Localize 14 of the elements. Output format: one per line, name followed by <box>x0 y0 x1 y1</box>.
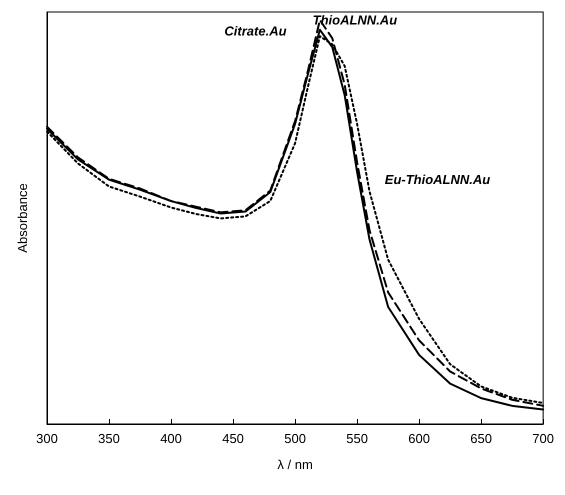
x-tick-label: 650 <box>470 431 492 446</box>
x-tick-label: 350 <box>98 431 120 446</box>
x-tick-label: 700 <box>532 431 554 446</box>
x-tick-label: 550 <box>346 431 368 446</box>
series-label: Eu-ThioALNN.Au <box>384 172 490 187</box>
y-axis-title: Absorbance <box>15 183 30 253</box>
series-label: ThioALNN.Au <box>312 12 398 28</box>
x-tick-label: 500 <box>284 431 306 446</box>
x-axis-title: λ / nm <box>277 457 313 472</box>
x-tick-label: 300 <box>36 431 58 446</box>
x-tick-label: 400 <box>160 431 182 446</box>
x-tick-label: 450 <box>222 431 244 446</box>
text: Citrate.Au <box>224 23 287 38</box>
x-tick-label: 600 <box>408 431 430 446</box>
